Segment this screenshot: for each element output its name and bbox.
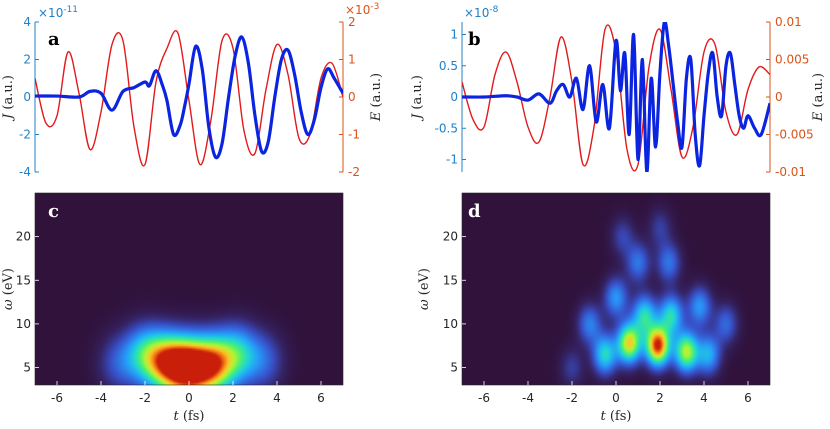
panel-c-xtick-label: 6 [317,391,325,405]
panel-d-xtick-label: 4 [700,391,708,405]
panel-a-right-tick-label: 0 [348,90,356,104]
panel-a-left-tick-label: 2 [23,53,31,67]
panel-a-right-tick-label: -1 [348,128,360,142]
panel-a-left-tick-label: -2 [19,128,31,142]
panel-d-axes: 5 10 15 20 -6 -4 -2 0 2 4 6 [443,230,752,405]
panel-c-xtick-label: 2 [229,391,237,405]
panel-a-label: a [48,29,60,50]
panel-d-ytick-label: 10 [443,317,458,331]
panel-a-left-tick-label: -4 [19,165,31,179]
panel-c-ytick-label: 20 [16,230,31,244]
panel-b-right-tick-label: -0.005 [775,128,814,142]
panel-b-right-tick-label: 0.005 [775,53,809,67]
panel-a-field-line [35,30,343,167]
panel-d-ytick-label: 20 [443,230,458,244]
panel-c-label: c [48,201,59,222]
panel-b-left-tick-label: -0.5 [435,121,458,135]
panel-d-xtick-label: -6 [478,391,490,405]
panel-c-ytick-label: 15 [16,273,31,287]
panel-d-xtick-label: 0 [612,391,620,405]
panel-b-left-tick-label: -1 [446,153,458,167]
panel-a-right-tick-label: 2 [348,15,356,29]
panel-d-xtick-label: 6 [744,391,752,405]
panel-a-left-tick-label: 0 [23,90,31,104]
panel-d-xtick-label: -4 [522,391,534,405]
panel-c-ylabel: ω (eV) [1,268,16,310]
panel-d-ytick-label: 15 [443,273,458,287]
panel-d-xtick-label: -2 [566,391,578,405]
panel-a-left-multiplier: ×10-11 [38,5,78,20]
panel-b-right-axis: -0.01 -0.005 0 0.005 0.01 [766,15,814,179]
panel-b-right-tick-label: -0.01 [775,165,806,179]
panel-a-right-tick-label: 1 [348,53,356,67]
panel-a-right-ylabel: E (a.u.) [369,73,384,122]
panel-d-ytick-label: 5 [450,361,458,375]
panel-b-label: b [468,29,481,50]
panel-d-xlabel: t (fs) [600,409,631,424]
panel-d-ylabel: ω (eV) [417,268,432,310]
panel-c-xtick-label: 0 [185,391,193,405]
panel-d-label: d [468,201,481,222]
panel-c-ytick-label: 5 [23,361,31,375]
panel-b-right-tick-label: 0.01 [775,15,802,29]
panel-b-left-tick-label: 1 [450,28,458,42]
panel-b-right-tick-label: 0 [775,90,783,104]
panel-b-left-tick-label: 0 [450,90,458,104]
panel-b-left-tick-label: 0.5 [439,59,458,73]
panel-a-left-tick-label: 4 [23,15,31,29]
panel-a-left-ylabel: J (a.u.) [1,75,16,122]
panel-b-right-ylabel: E (a.u.) [811,73,826,122]
panel-d-heatmap [462,193,770,385]
panel-c-axes: 5 10 15 20 -6 -4 -2 0 2 4 6 [16,230,325,405]
panel-b: -1 -0.5 0 0.5 1 -0.01 -0.005 0 0.005 0.01 b ×10-… [410,5,826,179]
panel-b-left-multiplier: ×10-8 [464,5,499,20]
panel-a-right-tick-label: -2 [348,165,360,179]
panel-b-left-axis: -1 -0.5 0 0.5 1 [435,22,466,172]
panel-a-current-line [35,35,343,160]
panel-b-left-ylabel: J (a.u.) [410,75,425,122]
panel-d: 5 10 15 20 -6 -4 -2 0 2 4 6 d ω (eV) t (fs) [417,192,771,424]
panel-c-xtick-label: 4 [273,391,281,405]
panel-c-xtick-label: -6 [51,391,63,405]
panel-c-xtick-label: -2 [139,391,151,405]
panel-b-current-line [462,22,770,172]
panel-c-xtick-label: -4 [95,391,107,405]
panel-c-ytick-label: 10 [16,317,31,331]
panel-c-xlabel: t (fs) [173,409,204,424]
panel-a-right-multiplier: ×10-3 [345,2,379,17]
panel-c-heatmap [35,193,343,385]
panel-c: 5 10 15 20 -6 -4 -2 0 2 4 6 c ω (eV) t (fs) [1,192,344,424]
panel-d-xtick-label: 2 [656,391,664,405]
